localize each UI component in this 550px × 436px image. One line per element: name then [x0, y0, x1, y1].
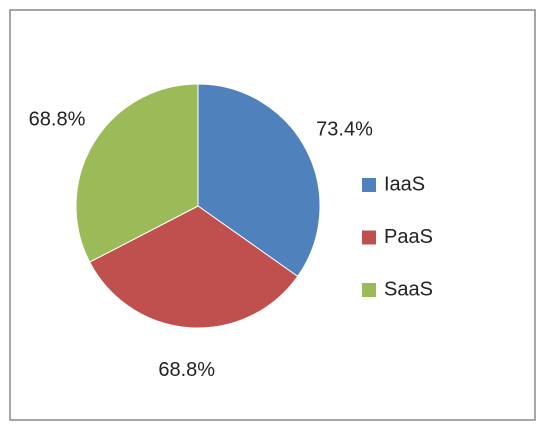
legend-label: SaaS	[384, 278, 433, 300]
pie-slice	[88, 205, 299, 329]
legend-swatch	[362, 178, 376, 192]
legend-label: IaaS	[384, 173, 425, 195]
legend-swatch	[362, 230, 376, 245]
data-label: 68.8%	[29, 109, 86, 131]
data-label: 68.8%	[158, 359, 215, 381]
legend-swatch	[362, 283, 376, 297]
pie-slice	[197, 83, 321, 278]
legend-label: PaaS	[384, 226, 433, 248]
data-label: 73.4%	[316, 118, 373, 140]
pie-slice	[75, 83, 199, 263]
